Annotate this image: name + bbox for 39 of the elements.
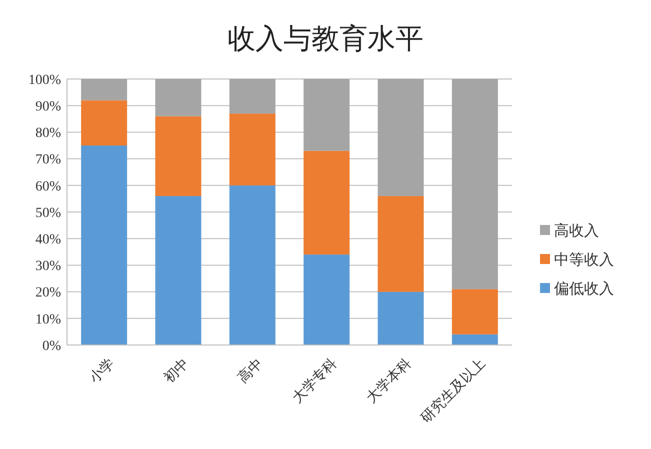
y-tick-label: 100% — [28, 72, 62, 88]
bar — [304, 150, 350, 255]
bar — [229, 185, 276, 345]
y-tick-label: 70% — [35, 152, 62, 168]
y-tick-label: 40% — [35, 232, 62, 248]
y-tick-label: 20% — [35, 286, 62, 301]
x-tick-label: 大学专科 — [289, 355, 340, 406]
bar — [452, 79, 498, 290]
legend-label: 高收入 — [554, 221, 599, 240]
y-tick-label: 30% — [35, 259, 62, 274]
y-tick-label: 90% — [35, 100, 62, 114]
legend-label: 偏低收入 — [554, 279, 614, 298]
x-tick-label: 初中 — [160, 355, 192, 387]
bar — [155, 116, 202, 196]
bar — [452, 334, 498, 345]
x-tick-label: 大学本科 — [364, 355, 415, 406]
bar — [229, 114, 276, 186]
y-tick-label: 50% — [35, 206, 62, 221]
bar — [304, 254, 350, 345]
bar — [229, 79, 276, 114]
bar — [304, 79, 350, 151]
bar — [81, 146, 128, 345]
bar — [155, 196, 202, 345]
legend-label: 中等收入 — [554, 250, 614, 268]
x-tick-label: 小学 — [86, 355, 118, 387]
y-tick-label: 0% — [42, 338, 62, 354]
bar — [155, 79, 202, 116]
chart-title: 收入与教育水平 — [228, 22, 424, 55]
bar — [81, 100, 128, 146]
bar — [452, 289, 498, 334]
bar — [378, 196, 424, 292]
bar — [378, 292, 424, 345]
bar — [81, 79, 128, 100]
bar — [378, 79, 424, 196]
x-tick-label: 高中 — [235, 355, 266, 387]
y-tick-label: 60% — [35, 179, 62, 194]
y-tick-label: 10% — [35, 312, 62, 328]
y-tick-label: 80% — [35, 126, 62, 142]
x-tick-label: 研究生及以上 — [418, 355, 489, 426]
